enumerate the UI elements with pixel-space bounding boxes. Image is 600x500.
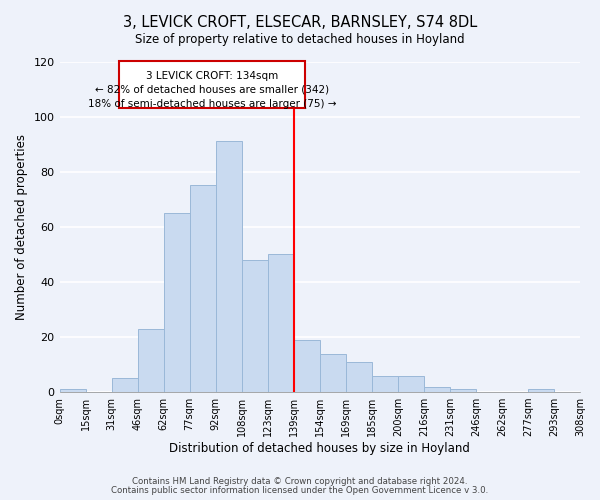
Bar bbox=[398, 376, 424, 392]
Text: Contains HM Land Registry data © Crown copyright and database right 2024.: Contains HM Land Registry data © Crown c… bbox=[132, 477, 468, 486]
Bar bbox=[268, 254, 294, 392]
Bar bbox=[59, 390, 86, 392]
Bar bbox=[164, 213, 190, 392]
Text: 3, LEVICK CROFT, ELSECAR, BARNSLEY, S74 8DL: 3, LEVICK CROFT, ELSECAR, BARNSLEY, S74 … bbox=[123, 15, 477, 30]
Bar bbox=[190, 186, 215, 392]
Bar bbox=[294, 340, 320, 392]
Bar bbox=[215, 142, 242, 392]
Bar bbox=[450, 390, 476, 392]
Text: ← 82% of detached houses are smaller (342): ← 82% of detached houses are smaller (34… bbox=[95, 85, 329, 95]
Bar bbox=[137, 328, 164, 392]
Bar bbox=[112, 378, 137, 392]
Bar bbox=[346, 362, 372, 392]
Y-axis label: Number of detached properties: Number of detached properties bbox=[15, 134, 28, 320]
Text: Contains public sector information licensed under the Open Government Licence v : Contains public sector information licen… bbox=[112, 486, 488, 495]
Bar bbox=[119, 62, 305, 108]
X-axis label: Distribution of detached houses by size in Hoyland: Distribution of detached houses by size … bbox=[169, 442, 470, 455]
Text: 3 LEVICK CROFT: 134sqm: 3 LEVICK CROFT: 134sqm bbox=[146, 71, 278, 81]
Bar bbox=[528, 390, 554, 392]
Bar bbox=[242, 260, 268, 392]
Text: 18% of semi-detached houses are larger (75) →: 18% of semi-detached houses are larger (… bbox=[88, 98, 337, 108]
Text: Size of property relative to detached houses in Hoyland: Size of property relative to detached ho… bbox=[135, 32, 465, 46]
Bar bbox=[320, 354, 346, 392]
Bar bbox=[372, 376, 398, 392]
Bar bbox=[424, 386, 450, 392]
